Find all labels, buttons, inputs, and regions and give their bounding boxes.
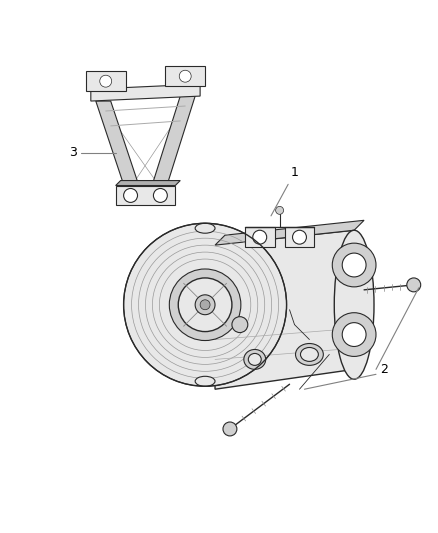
Polygon shape [96,101,141,190]
Polygon shape [165,66,205,86]
Ellipse shape [300,348,318,361]
Circle shape [232,317,248,333]
Ellipse shape [195,376,215,386]
Ellipse shape [170,269,241,341]
Circle shape [200,300,210,310]
Ellipse shape [178,278,232,332]
Circle shape [153,189,167,203]
Polygon shape [86,71,126,91]
Polygon shape [245,227,275,247]
Polygon shape [91,84,200,101]
Circle shape [100,75,112,87]
Ellipse shape [195,223,215,233]
Polygon shape [215,220,364,245]
Ellipse shape [248,353,261,365]
Circle shape [407,278,421,292]
Polygon shape [285,227,314,247]
Polygon shape [150,96,195,190]
Text: 2: 2 [380,363,388,376]
Ellipse shape [296,343,323,365]
Text: 3: 3 [69,146,77,159]
Circle shape [253,230,267,244]
Ellipse shape [124,223,286,386]
Circle shape [276,206,283,214]
Circle shape [293,230,307,244]
Circle shape [223,422,237,436]
Circle shape [342,322,366,346]
Circle shape [342,253,366,277]
Circle shape [179,70,191,82]
Polygon shape [116,185,175,205]
Ellipse shape [334,230,374,379]
Circle shape [332,243,376,287]
Circle shape [332,313,376,357]
Circle shape [124,189,138,203]
Ellipse shape [244,350,266,369]
Polygon shape [116,181,180,185]
Circle shape [195,295,215,314]
Text: 1: 1 [271,166,298,216]
Polygon shape [215,230,354,389]
